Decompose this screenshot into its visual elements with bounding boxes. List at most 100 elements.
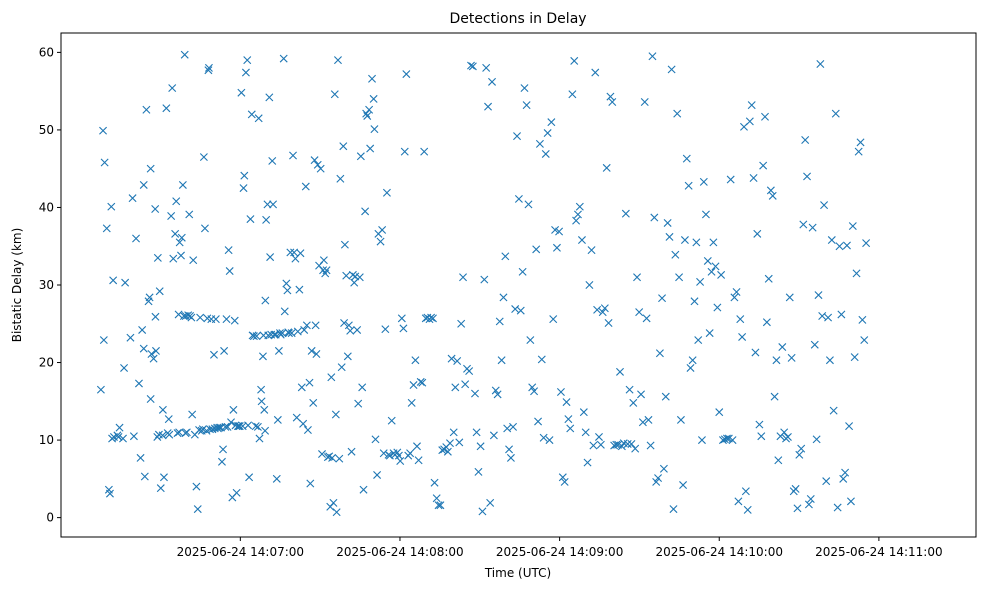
detection-marker: [654, 474, 663, 483]
detection-marker: [300, 325, 309, 334]
detection-marker: [472, 428, 481, 437]
detection-marker: [188, 410, 197, 419]
detection-marker: [696, 277, 705, 286]
detection-marker: [511, 305, 520, 314]
detection-marker: [818, 312, 827, 321]
detection-marker: [449, 428, 458, 437]
detection-marker: [413, 442, 421, 451]
detection-marker: [366, 144, 375, 153]
detection-marker: [694, 336, 703, 345]
detection-marker: [858, 315, 867, 324]
detection-marker: [258, 352, 267, 361]
detection-marker: [140, 472, 149, 481]
x-tick-label: 2025-06-24 14:10:00: [656, 545, 783, 559]
detection-marker: [445, 439, 454, 448]
detection-marker: [589, 441, 598, 450]
detection-marker: [478, 507, 487, 516]
detection-marker: [253, 422, 262, 431]
detection-marker: [655, 349, 664, 358]
y-tick-label: 40: [39, 200, 54, 214]
detection-marker: [505, 445, 514, 454]
detection-marker: [541, 149, 550, 158]
detection-marker: [311, 321, 320, 330]
detection-marker: [434, 501, 443, 510]
detection-marker: [591, 68, 600, 77]
detection-marker: [254, 114, 263, 123]
detection-marker: [182, 428, 191, 437]
detection-marker: [759, 161, 768, 170]
detection-marker: [289, 151, 297, 160]
detection-marker: [115, 423, 124, 432]
detection-marker: [243, 56, 252, 65]
detection-marker: [151, 312, 160, 321]
detection-marker: [199, 153, 208, 162]
detection-marker: [280, 307, 289, 316]
detection-marker: [732, 287, 741, 296]
detection-marker: [558, 473, 567, 482]
detection-marker: [261, 296, 270, 305]
detection-marker: [770, 392, 779, 401]
plot-area-frame: [60, 32, 977, 538]
detection-marker: [151, 346, 160, 355]
detection-marker: [692, 238, 701, 247]
detection-marker: [220, 346, 229, 355]
data-marks: [96, 50, 871, 517]
detection-marker: [406, 449, 415, 458]
detection-marker: [358, 383, 367, 392]
detection-marker: [368, 74, 377, 83]
detection-marker: [353, 325, 362, 334]
detection-marker: [235, 422, 244, 431]
detection-marker: [436, 501, 445, 510]
detection-marker: [528, 383, 537, 392]
detection-marker: [204, 63, 213, 72]
detection-marker: [570, 56, 579, 65]
detection-marker: [128, 194, 137, 203]
detection-marker: [192, 482, 201, 491]
detection-marker: [661, 392, 670, 401]
detection-marker: [175, 238, 184, 247]
y-tick-label: 20: [39, 356, 54, 370]
detection-marker: [482, 63, 491, 72]
detection-marker: [629, 398, 638, 407]
detection-marker: [167, 212, 176, 220]
detection-marker: [139, 180, 148, 189]
detection-marker: [318, 450, 326, 459]
detection-marker: [675, 273, 684, 282]
detection-marker: [234, 422, 243, 431]
detection-marker: [787, 353, 796, 362]
detection-marker: [616, 367, 624, 376]
x-tick-label: 2025-06-24 14:08:00: [336, 545, 463, 559]
detection-marker: [268, 156, 277, 165]
detection-marker: [306, 479, 315, 488]
detection-marker: [686, 363, 695, 372]
detection-marker: [151, 205, 160, 214]
detection-marker: [139, 344, 148, 353]
detection-marker: [679, 481, 688, 490]
detection-marker: [132, 234, 141, 243]
detection-marker: [382, 188, 391, 197]
detection-marker: [848, 222, 857, 231]
detection-marker: [827, 236, 836, 245]
detection-marker: [669, 505, 678, 514]
detection-marker: [650, 213, 659, 222]
detection-marker: [703, 256, 712, 265]
detection-marker: [169, 254, 178, 263]
x-tick-label: 2025-06-24 14:11:00: [815, 545, 942, 559]
detection-marker: [204, 66, 213, 75]
detection-marker: [189, 256, 198, 265]
detection-marker: [486, 498, 495, 507]
detection-marker: [635, 308, 644, 317]
detection-marker: [579, 408, 588, 417]
detection-marker: [837, 310, 846, 319]
detection-marker: [309, 398, 318, 407]
detection-marker: [171, 229, 180, 238]
detection-marker: [555, 227, 564, 236]
detection-marker: [107, 202, 116, 211]
detection-marker: [842, 241, 851, 250]
detection-marker: [623, 439, 632, 448]
detection-marker: [158, 405, 167, 414]
detection-marker: [816, 60, 825, 69]
detection-marker: [825, 356, 834, 365]
